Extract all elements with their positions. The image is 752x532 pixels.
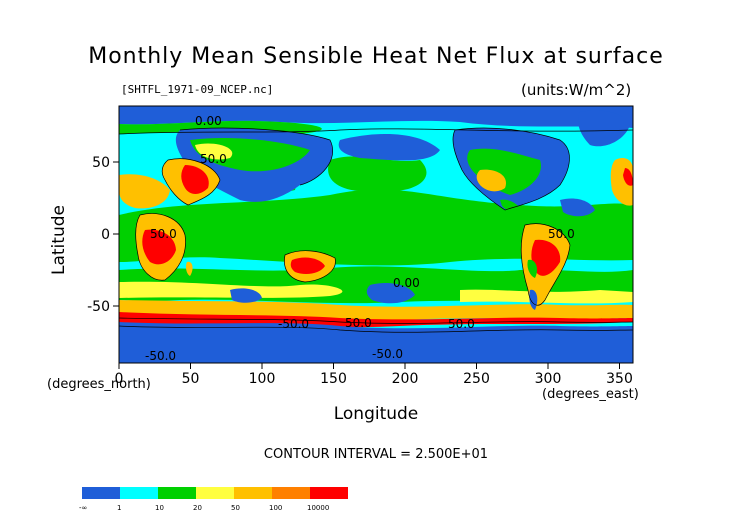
contour-label: 50.0 <box>448 317 475 331</box>
colorbar-segment <box>196 487 234 499</box>
colorbar-label: -∞ <box>79 504 88 512</box>
contour-label: -50.0 <box>278 317 309 331</box>
north-pacific-blue <box>338 134 440 161</box>
colorbar-label: 1 <box>117 504 122 512</box>
colorbar-segment <box>234 487 272 499</box>
antarctica <box>119 322 633 363</box>
x-axis-label: Longitude <box>333 404 419 424</box>
contour-label: 0.00 <box>393 276 420 290</box>
plot-title: Monthly Mean Sensible Heat Net Flux at s… <box>88 44 664 69</box>
x-tick-label: 250 <box>463 371 490 387</box>
colorbar-label: 10000 <box>307 504 330 512</box>
x-tick-label: 50 <box>182 371 200 387</box>
axis-ticks <box>113 161 620 369</box>
colorbar-segment <box>310 487 348 499</box>
australia-red <box>290 257 325 274</box>
y-axis-label: Latitude <box>49 205 69 275</box>
contour-label: 50.0 <box>548 227 575 241</box>
x-tick-label: 0 <box>115 371 124 387</box>
colorbar-label: 50 <box>231 504 240 512</box>
contour-label: -50.0 <box>372 347 403 361</box>
y-tick-label: 50 <box>92 155 110 171</box>
arctic <box>119 106 633 128</box>
greenland <box>578 110 630 147</box>
contour-label: 50.0 <box>150 227 177 241</box>
colorbar-label: 100 <box>269 504 283 512</box>
indian-ocean-blue <box>230 288 262 303</box>
contour-interval: CONTOUR INTERVAL = 2.500E+01 <box>263 447 489 462</box>
contour-lines <box>119 127 633 333</box>
y-tick-label: 0 <box>101 227 110 243</box>
colorbar-segment <box>82 487 120 499</box>
units-label: (units:W/m^2) <box>521 81 632 99</box>
x-tick-label: 350 <box>606 371 633 387</box>
contour-label: 0.00 <box>195 114 222 128</box>
colorbar-label: 10 <box>155 504 164 512</box>
contour-label: 50.0 <box>200 152 227 166</box>
north-america-orange <box>476 169 506 192</box>
x-tick-label: 100 <box>249 371 276 387</box>
eurasia-yellow <box>195 143 233 160</box>
file-name: [SHTFL_1971-09_NCEP.nc] <box>121 83 274 96</box>
colorbar-label: 20 <box>193 504 202 512</box>
colorbar <box>82 487 348 499</box>
x-units-label: (degrees_east) <box>542 387 639 402</box>
south-america-red <box>531 239 561 276</box>
maritime-continent <box>251 214 300 237</box>
south-pacific-blue <box>366 283 415 304</box>
south-america-green <box>527 259 538 278</box>
x-tick-label: 150 <box>320 371 347 387</box>
europe-east-red <box>623 168 633 186</box>
colorbar-segment <box>158 487 196 499</box>
africa-red <box>142 229 176 265</box>
madagascar <box>186 261 193 276</box>
contour-label: 50.0 <box>345 316 372 330</box>
pacific-patch <box>328 156 427 192</box>
y-units-label: (degrees_north) <box>47 377 151 392</box>
north-america-green <box>467 148 541 195</box>
north-africa <box>119 174 170 209</box>
x-tick-label: 200 <box>392 371 419 387</box>
colorbar-segment <box>272 487 310 499</box>
middle-east-red <box>181 165 209 194</box>
contour-label: -50.0 <box>145 349 176 363</box>
x-tick-label: 300 <box>535 371 562 387</box>
colorbar-segment <box>120 487 158 499</box>
y-tick-label: -50 <box>87 299 110 315</box>
atlantic-blue <box>560 198 595 217</box>
